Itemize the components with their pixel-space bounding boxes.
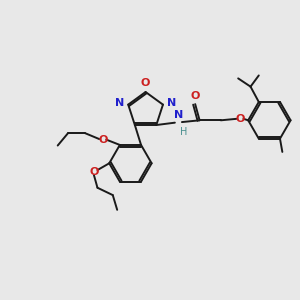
Text: O: O	[235, 114, 244, 124]
Text: O: O	[98, 135, 107, 145]
Text: N: N	[167, 98, 176, 108]
Text: O: O	[141, 78, 150, 88]
Text: N: N	[115, 98, 124, 108]
Text: H: H	[180, 127, 187, 137]
Text: O: O	[190, 91, 200, 100]
Text: O: O	[89, 167, 99, 176]
Text: N: N	[174, 110, 183, 120]
